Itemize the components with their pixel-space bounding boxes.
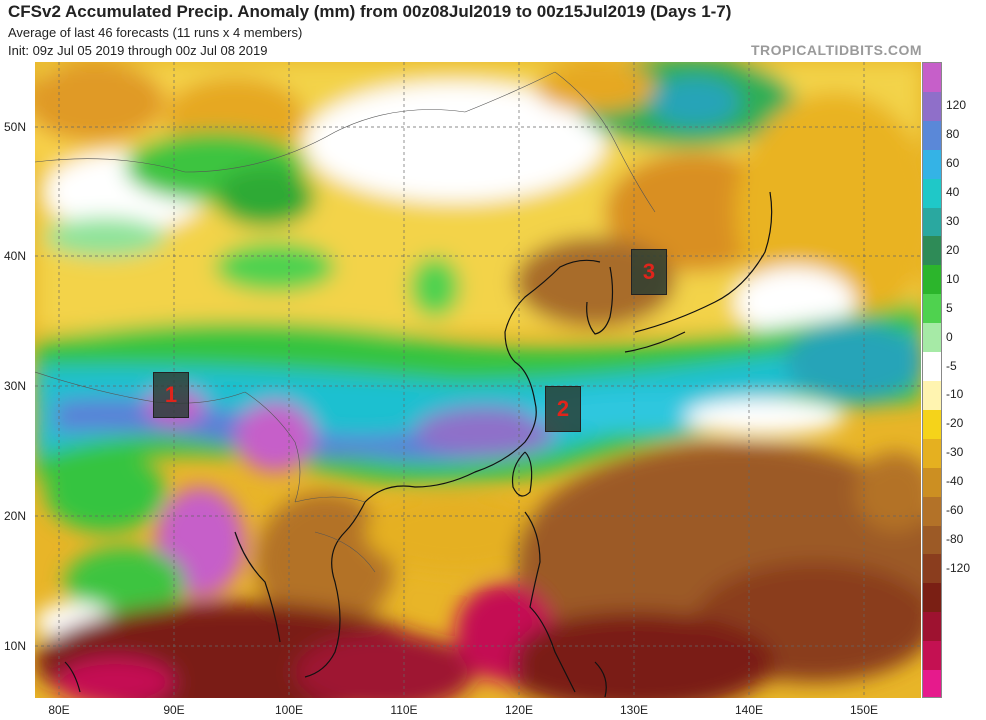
- graticule: [35, 62, 921, 698]
- colorbar-segment: [923, 467, 941, 497]
- colorbar-tick-label: 5: [946, 300, 953, 315]
- colorbar-segment: [923, 294, 941, 324]
- colorbar-segment: [923, 554, 941, 584]
- latitude-label: 20N: [4, 509, 27, 523]
- colorbar-tick-label: -30: [946, 445, 964, 460]
- longitude-label: 90E: [163, 703, 185, 717]
- latitude-label: 10N: [4, 639, 27, 653]
- colorbar-tick-label: 30: [946, 214, 960, 228]
- brand-watermark: TROPICALTIDBITS.COM: [750, 42, 922, 58]
- map-canvas: [35, 62, 921, 698]
- latitude-label: 40N: [4, 249, 27, 263]
- precip-anomaly-map: [35, 62, 921, 698]
- colorbar-tick-label: -40: [946, 474, 964, 489]
- longitude-label: 120E: [504, 703, 534, 717]
- colorbar-tick-label: -20: [946, 416, 964, 431]
- colorbar-segment: [923, 409, 941, 439]
- colorbar-tick-label: -5: [946, 358, 957, 373]
- colorbar-segment: [923, 149, 941, 179]
- colorbar-segment: [923, 612, 941, 642]
- colorbar-segment: [923, 641, 941, 671]
- longitude-label: 130E: [619, 703, 649, 717]
- colorbar-tick-label: 10: [946, 271, 960, 286]
- colorbar-tick-label: 0: [946, 329, 953, 344]
- colorbar-tick-label: 120: [946, 98, 967, 113]
- region-marker-1: 1: [153, 372, 189, 418]
- colorbar-tick-label: 80: [946, 127, 960, 142]
- colorbar-segment: [923, 178, 941, 208]
- colorbar-segment: [923, 63, 941, 92]
- map-subtitle-init: Init: 09z Jul 05 2019 through 00z Jul 08…: [8, 43, 268, 58]
- colorbar-tick-label: -10: [946, 387, 964, 402]
- colorbar-segment: [923, 670, 941, 697]
- region-marker-2: 2: [545, 386, 581, 432]
- colorbar-tick-label: -120: [946, 560, 971, 575]
- colorbar-segment: [923, 323, 941, 353]
- colorbar-segment: [923, 352, 941, 381]
- longitude-label: 140E: [734, 703, 764, 717]
- colorbar-segment: [923, 91, 941, 121]
- longitude-label: 150E: [849, 703, 879, 717]
- longitude-label: 80E: [48, 703, 70, 717]
- region-marker-3: 3: [631, 249, 667, 295]
- latitude-label: 30N: [4, 379, 27, 393]
- longitude-label: 100E: [274, 703, 304, 717]
- colorbar-segment: [923, 496, 941, 526]
- colorbar-segment: [923, 525, 941, 555]
- colorbar-segment: [923, 236, 941, 266]
- latitude-label: 50N: [4, 120, 27, 134]
- colorbar: [922, 62, 942, 698]
- colorbar-tick-label: -60: [946, 503, 964, 518]
- anomaly-field: [35, 62, 921, 698]
- colorbar-tick-label: 60: [946, 156, 960, 171]
- colorbar-segment: [923, 207, 941, 237]
- map-title: CFSv2 Accumulated Precip. Anomaly (mm) f…: [8, 2, 732, 21]
- colorbar-segment: [923, 380, 941, 410]
- colorbar-segment: [923, 583, 941, 613]
- colorbar-segment: [923, 265, 941, 295]
- colorbar-tick-label: -80: [946, 532, 964, 546]
- colorbar-tick-label: 20: [946, 242, 960, 257]
- colorbar-tick-label: 40: [946, 185, 960, 200]
- map-subtitle-forecasts: Average of last 46 forecasts (11 runs x …: [8, 25, 303, 40]
- longitude-label: 110E: [390, 703, 418, 717]
- colorbar-segment: [923, 120, 941, 150]
- colorbar-segment: [923, 438, 941, 468]
